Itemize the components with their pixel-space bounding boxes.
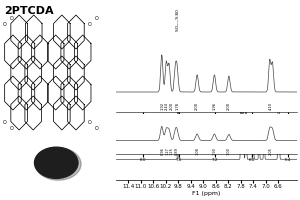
- Text: 0.96: 0.96: [161, 147, 165, 155]
- Text: 2PTCDA: 2PTCDA: [4, 6, 54, 16]
- Text: O: O: [95, 16, 99, 21]
- Text: 6.57: 6.57: [277, 91, 281, 100]
- Text: 1.00: 1.00: [227, 147, 231, 155]
- Text: O: O: [95, 126, 99, 130]
- X-axis label: F1 (ppm): F1 (ppm): [192, 191, 220, 196]
- Text: D₂SO₄—9.80: D₂SO₄—9.80: [176, 9, 180, 35]
- Text: 4.10: 4.10: [269, 102, 273, 110]
- Text: 1.92: 1.92: [161, 102, 165, 110]
- Ellipse shape: [35, 148, 81, 180]
- Text: 7.71: 7.71: [242, 93, 245, 102]
- Text: 1.27: 1.27: [165, 147, 169, 155]
- Text: 2.00: 2.00: [227, 102, 231, 110]
- Text: 7.64: 7.64: [244, 103, 248, 111]
- Text: 2.00: 2.00: [195, 102, 199, 110]
- Text: 1.08: 1.08: [195, 147, 199, 155]
- Text: 1.25: 1.25: [170, 147, 174, 155]
- Text: O: O: [3, 119, 6, 124]
- Text: 1.96: 1.96: [212, 102, 216, 110]
- Text: 7.74: 7.74: [241, 89, 244, 97]
- Text: O: O: [3, 21, 6, 26]
- Text: 7.05: 7.05: [262, 116, 266, 125]
- Text: 2.44: 2.44: [165, 102, 169, 110]
- Text: O: O: [9, 126, 13, 130]
- Text: O: O: [88, 21, 92, 26]
- Text: 7.21: 7.21: [257, 114, 261, 123]
- Text: 7.79: 7.79: [239, 74, 243, 83]
- Text: O: O: [88, 119, 92, 124]
- Text: 2.00: 2.00: [170, 102, 174, 110]
- Ellipse shape: [34, 147, 78, 178]
- Text: 2.05: 2.05: [269, 147, 273, 155]
- Text: 6.60: 6.60: [276, 85, 280, 94]
- Text: O: O: [9, 16, 13, 21]
- Text: 1.90: 1.90: [212, 147, 216, 155]
- Text: 1.78: 1.78: [175, 102, 179, 110]
- Text: 0.89: 0.89: [175, 147, 179, 155]
- Text: 7.62: 7.62: [244, 103, 248, 111]
- Text: 7.40: 7.40: [251, 114, 255, 123]
